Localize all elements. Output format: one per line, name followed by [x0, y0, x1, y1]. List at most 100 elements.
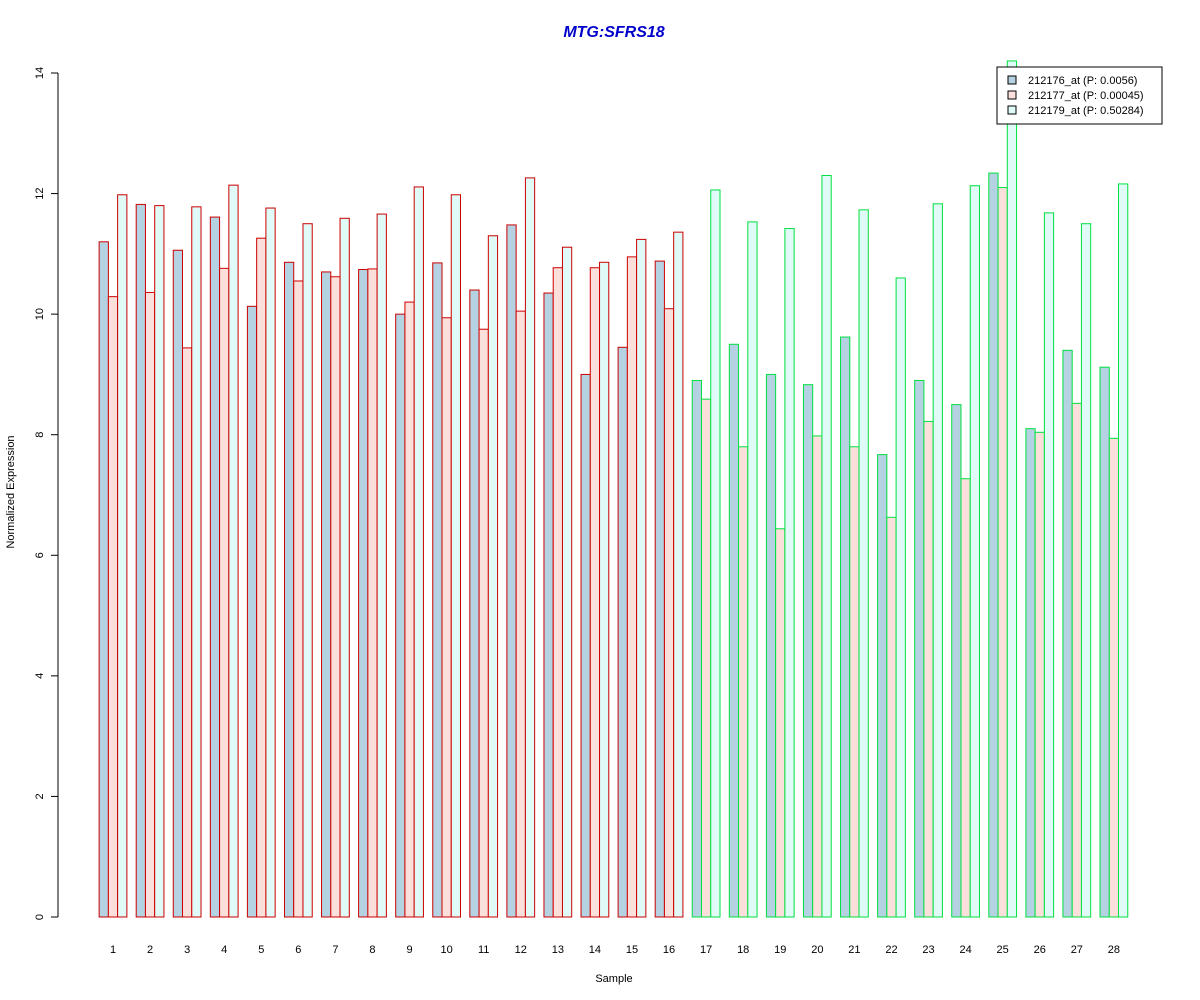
x-tick-label: 28	[1108, 944, 1120, 956]
bar-sample-14-series-1	[580, 373, 591, 918]
x-tick-label: 15	[626, 944, 638, 956]
y-tick-label: 6	[34, 552, 46, 558]
bar-sample-15-series-2	[626, 256, 638, 918]
y-axis: 0 2 4 6 8 10 12 14	[34, 67, 59, 920]
x-tick-label: 13	[552, 944, 564, 956]
bar-sample-19-series-3	[784, 228, 795, 918]
bar-sample-14-series-2	[589, 267, 601, 918]
bar-sample-28-series-2	[1108, 437, 1120, 918]
x-tick-label: 2	[147, 944, 153, 956]
bar-sample-20-series-1	[802, 384, 814, 918]
x-tick-label: 27	[1071, 944, 1083, 956]
bar-sample-13-series-1	[543, 292, 554, 918]
x-tick-label: 6	[295, 944, 301, 956]
bar-sample-11-series-3	[487, 235, 499, 918]
bar-sample-17-series-2	[700, 398, 712, 918]
bar-sample-22-series-3	[895, 277, 906, 918]
x-tick-label: 24	[959, 944, 971, 956]
bar-sample-16-series-2	[663, 308, 675, 918]
bar-sample-8-series-1	[358, 269, 369, 918]
bar-sample-28-series-1	[1099, 366, 1110, 918]
bar-sample-18-series-1	[728, 343, 740, 918]
bar-sample-18-series-2	[738, 446, 749, 918]
x-tick-label: 25	[997, 944, 1009, 956]
x-tick-label: 12	[515, 944, 527, 956]
bar-sample-7-series-2	[330, 276, 341, 918]
y-tick-label: 2	[34, 793, 46, 799]
bar-sample-5-series-1	[246, 305, 258, 918]
x-axis-label: Sample	[595, 973, 632, 985]
bar-sample-27-series-1	[1062, 349, 1073, 918]
bar-sample-8-series-3	[376, 213, 387, 918]
x-tick-labels: 1 2 3 4 5 6 7 8 9 10 11 12 13 14 15 16 17 18 19 20 21 22 23 24 2…	[110, 944, 1120, 956]
bar-sample-9-series-3	[413, 186, 424, 918]
bar-sample-9-series-1	[395, 313, 406, 918]
x-tick-label: 9	[406, 944, 412, 956]
bar-sample-21-series-2	[849, 446, 860, 918]
x-tick-label: 5	[258, 944, 264, 956]
bar-sample-24-series-1	[951, 404, 962, 918]
legend-box	[996, 66, 1163, 125]
x-tick-label: 7	[332, 944, 338, 956]
bar-sample-4-series-3	[228, 184, 239, 918]
bar-sample-21-series-1	[840, 336, 851, 918]
bar-sample-13-series-2	[552, 267, 563, 918]
bar-sample-12-series-2	[515, 310, 526, 918]
bar-sample-28-series-3	[1118, 183, 1129, 918]
y-tick-label: 12	[34, 187, 46, 199]
bar-sample-23-series-2	[923, 420, 934, 918]
legend-swatch-3	[1007, 105, 1017, 115]
bar-sample-10-series-3	[450, 194, 462, 918]
x-tick-label: 16	[663, 944, 675, 956]
bar-sample-6-series-3	[302, 223, 313, 918]
bar-sample-10-series-1	[432, 262, 443, 918]
bar-sample-7-series-1	[321, 271, 332, 918]
y-tick-label: 10	[34, 308, 46, 320]
bar-sample-17-series-1	[691, 379, 702, 918]
bar-sample-1-series-2	[107, 296, 119, 918]
bar-sample-6-series-1	[283, 261, 295, 918]
bar-sample-3-series-3	[191, 206, 202, 918]
bar-sample-24-series-3	[969, 185, 980, 918]
bar-sample-19-series-2	[775, 528, 786, 918]
bar-sample-11-series-2	[478, 328, 489, 918]
legend-label-3: 212179_at (P: 0.50284)	[1028, 105, 1144, 117]
bar-sample-2-series-2	[144, 291, 156, 918]
bar-sample-25-series-2	[997, 187, 1008, 918]
x-tick-label: 1	[110, 944, 116, 956]
bar-sample-19-series-1	[765, 373, 777, 918]
y-tick-label: 14	[34, 67, 46, 79]
bar-sample-22-series-1	[877, 454, 888, 918]
bar-sample-1-series-1	[98, 241, 109, 918]
x-tick-label: 19	[774, 944, 786, 956]
bar-sample-14-series-3	[599, 261, 610, 918]
x-tick-label: 21	[848, 944, 860, 956]
bar-sample-26-series-1	[1025, 428, 1036, 918]
bars	[98, 60, 1129, 918]
bar-sample-1-series-3	[117, 194, 128, 918]
bar-sample-20-series-2	[812, 435, 823, 918]
legend: 212176_at (P: 0.0056) 212177_at (P: 0.00…	[996, 66, 1163, 125]
bar-sample-13-series-3	[561, 246, 573, 918]
bar-sample-4-series-1	[209, 216, 221, 918]
x-tick-label: 14	[589, 944, 601, 956]
bar-sample-8-series-2	[367, 268, 378, 918]
y-tick-label: 8	[34, 432, 46, 438]
x-tick-label: 26	[1034, 944, 1046, 956]
bar-sample-16-series-1	[654, 260, 665, 918]
y-tick-label: 4	[34, 673, 46, 679]
bar-sample-9-series-2	[404, 301, 415, 918]
bar-sample-22-series-2	[886, 516, 897, 918]
bar-sample-20-series-3	[821, 174, 832, 918]
bar-sample-25-series-1	[988, 172, 999, 918]
bar-sample-5-series-3	[265, 207, 276, 918]
bar-sample-27-series-2	[1071, 402, 1082, 918]
bar-sample-3-series-2	[182, 347, 193, 918]
bar-sample-21-series-3	[858, 209, 869, 918]
bar-sample-12-series-3	[524, 177, 536, 918]
legend-label-1: 212176_at (P: 0.0056)	[1028, 75, 1137, 87]
legend-label-2: 212177_at (P: 0.00045)	[1028, 90, 1144, 102]
x-tick-label: 18	[737, 944, 749, 956]
legend-swatch-2	[1007, 90, 1017, 100]
